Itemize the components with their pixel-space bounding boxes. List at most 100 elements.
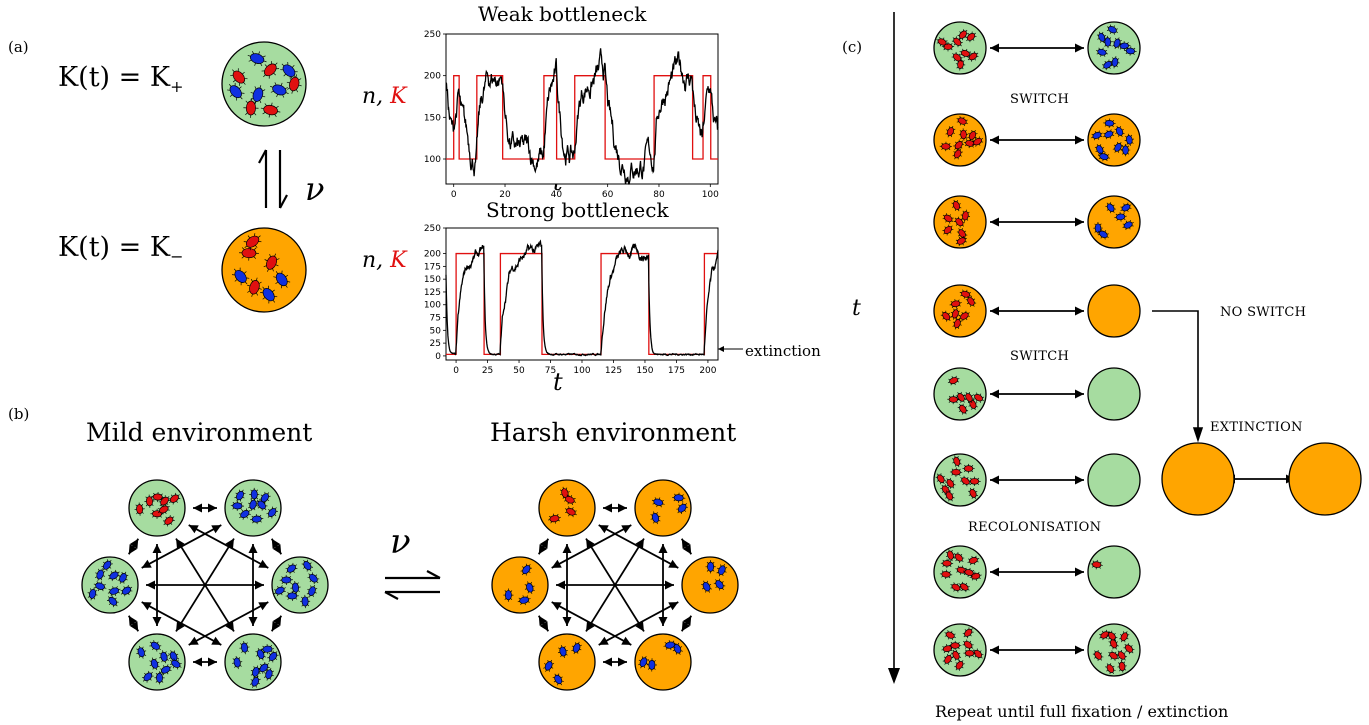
panel-c-label: (c) — [842, 38, 863, 56]
harsh-network-link-3-5 — [551, 601, 632, 646]
switch-label-2: SWITCH — [1010, 349, 1070, 364]
sequence-left-2 — [933, 195, 987, 249]
svg-text:250: 250 — [424, 30, 441, 40]
harsh-network-link-2-3 — [680, 615, 693, 632]
equilibrium-arrows-a — [258, 149, 288, 209]
mild-network-link-4-5 — [127, 615, 140, 632]
mild-network-link-1-5 — [141, 524, 222, 569]
svg-text:25: 25 — [482, 366, 493, 376]
svg-text:125: 125 — [605, 366, 622, 376]
mild-network-link-2-4 — [188, 601, 269, 646]
sequence-right-4 — [1087, 367, 1141, 421]
svg-text:200: 200 — [424, 72, 441, 82]
svg-text:100: 100 — [424, 155, 441, 165]
harsh-network-link-2-4 — [598, 601, 679, 646]
panel-b-label: (b) — [8, 405, 30, 423]
footer-caption: Repeat until full fixation / extinction — [935, 702, 1229, 721]
svg-text:75: 75 — [430, 314, 441, 324]
mild-network-deme-4 — [128, 633, 186, 691]
strong-y-axis-label: n, K — [362, 248, 407, 273]
sequence-left-0 — [933, 21, 987, 75]
colony-harsh-large — [221, 227, 307, 313]
strong-bottleneck-plot: 0 25 50 75 100 125 150 175 200 0 25 50 75 100 125 150 17… — [424, 224, 743, 376]
time-axis-arrow — [888, 12, 900, 684]
mild-network-deme-5 — [81, 556, 139, 614]
svg-text:150: 150 — [424, 275, 441, 285]
svg-text:125: 125 — [424, 288, 441, 298]
sequence-right-6 — [1087, 545, 1141, 599]
harsh-network-link-2-5 — [556, 580, 674, 590]
mild-network-link-3-4 — [193, 657, 217, 667]
sequence-link-0 — [990, 43, 1084, 53]
svg-text:175: 175 — [424, 262, 441, 272]
svg-text:150: 150 — [636, 366, 653, 376]
strong-bottleneck-title: Strong bottleneck — [486, 198, 669, 222]
equilibrium-arrows-b — [384, 570, 441, 600]
svg-text:20: 20 — [499, 190, 511, 200]
weak-bottleneck-title: Weak bottleneck — [478, 2, 647, 26]
sequence-right-0 — [1087, 21, 1141, 75]
svg-text:25: 25 — [430, 339, 441, 349]
sequence-link-3 — [990, 306, 1084, 316]
time-axis-label: t — [852, 296, 861, 321]
svg-text:0: 0 — [435, 352, 441, 362]
mild-network-link-1-2 — [270, 538, 283, 555]
sequence-left-5 — [933, 453, 987, 507]
sequence-left-4 — [933, 367, 987, 421]
mild-network-link-2-3 — [270, 615, 283, 632]
sequence-left-7 — [933, 623, 987, 677]
harsh-network-link-3-4 — [603, 657, 627, 667]
sequence-link-1 — [990, 135, 1084, 145]
svg-text:150: 150 — [424, 113, 441, 123]
extinction-annotation: extinction — [745, 342, 821, 360]
extinct-right — [1288, 442, 1362, 516]
mild-network-link-2-5 — [146, 580, 264, 590]
harsh-network-link-4-5 — [537, 615, 550, 632]
extinction-link — [1226, 474, 1295, 484]
svg-text:100: 100 — [573, 366, 590, 376]
svg-text:60: 60 — [602, 190, 614, 200]
harsh-network-link-0-5 — [537, 538, 550, 555]
switch-rate-nu-a: ν — [305, 170, 325, 208]
sequence-left-6 — [933, 545, 987, 599]
sequence-right-7 — [1087, 623, 1141, 677]
harsh-network-link-1-2 — [680, 538, 693, 555]
harsh-network-deme-1 — [634, 479, 692, 537]
harsh-environment-title: Harsh environment — [490, 418, 737, 447]
sequence-right-2 — [1087, 195, 1141, 249]
svg-text:100: 100 — [702, 190, 719, 200]
sequence-link-5 — [990, 475, 1084, 485]
mild-network-link-0-1 — [193, 503, 217, 513]
svg-text:175: 175 — [668, 366, 685, 376]
svg-text:0: 0 — [451, 190, 457, 200]
svg-text:40: 40 — [551, 190, 563, 200]
sequence-link-4 — [990, 389, 1084, 399]
mild-network-link-0-5 — [127, 538, 140, 555]
svg-text:100: 100 — [424, 301, 441, 311]
sequence-right-1 — [1087, 113, 1141, 167]
weak-y-axis-label: n, K — [362, 84, 407, 109]
recolonisation-label: RECOLONISATION — [968, 520, 1102, 535]
mild-network-deme-1 — [224, 479, 282, 537]
weak-bottleneck-plot: 0 20 40 60 80 100 100 150 200 250 — [424, 30, 719, 200]
harsh-network-link-1-5 — [551, 524, 632, 569]
svg-text:0: 0 — [453, 366, 459, 376]
svg-text:250: 250 — [424, 224, 441, 234]
mild-network-link-3-5 — [141, 601, 222, 646]
svg-text:75: 75 — [545, 366, 556, 376]
switch-rate-nu-b: ν — [390, 522, 411, 562]
sequence-right-5 — [1087, 453, 1141, 507]
sequence-link-2 — [990, 217, 1084, 227]
colony-mild-large — [221, 41, 307, 127]
switch-label-1: SWITCH — [1010, 92, 1070, 107]
equation-k-minus: K(t) = K− — [58, 232, 184, 266]
mild-network-deme-0 — [128, 479, 186, 537]
harsh-network-deme-5 — [491, 556, 549, 614]
sequence-right-3 — [1087, 284, 1141, 338]
svg-text:200: 200 — [424, 250, 441, 260]
svg-text:80: 80 — [653, 190, 665, 200]
mild-network-deme-2 — [271, 556, 329, 614]
harsh-network-deme-2 — [681, 556, 739, 614]
sequence-link-6 — [990, 567, 1084, 577]
